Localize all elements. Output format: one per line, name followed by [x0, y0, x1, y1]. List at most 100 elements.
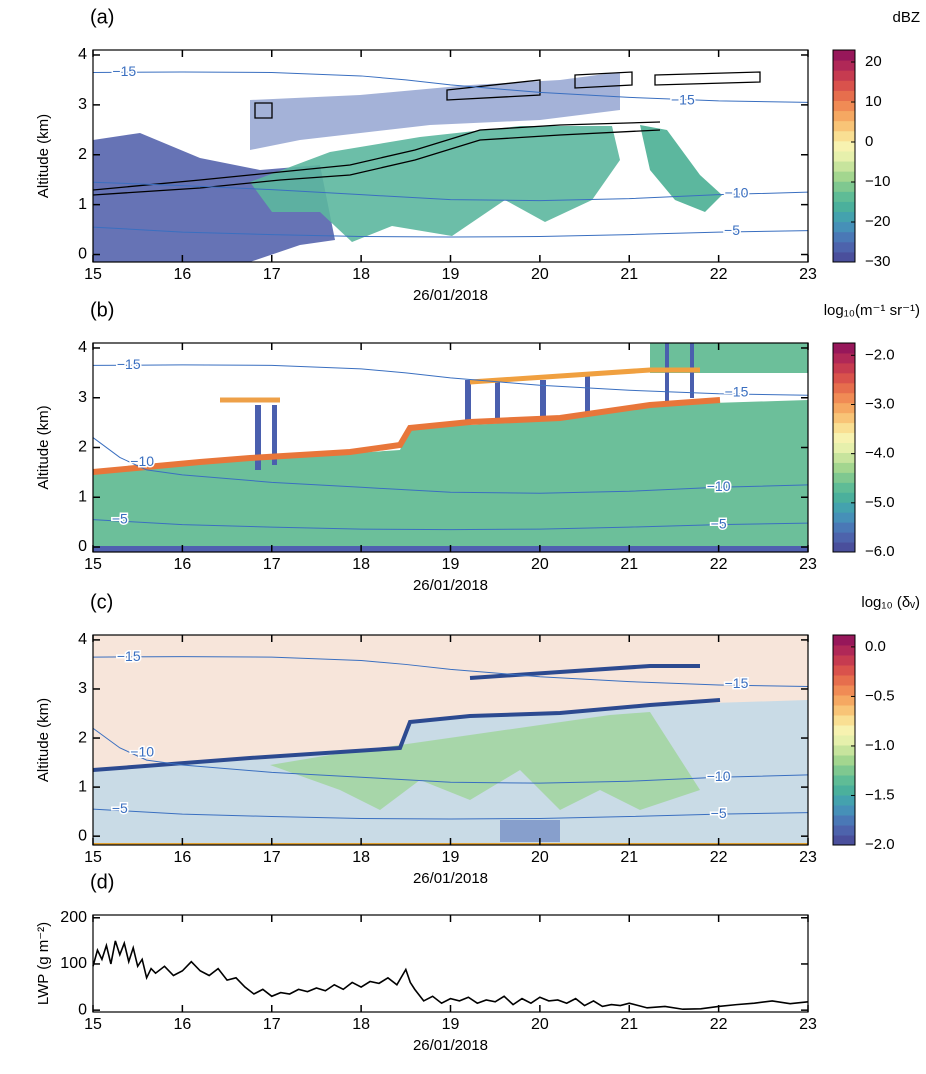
y-tick-label: 3 [78, 680, 87, 697]
colorbar-band [833, 343, 855, 354]
colorbar-tick-label: −4.0 [865, 445, 895, 462]
colorbar-band [833, 362, 855, 374]
y-axis-label: Altitude (km) [35, 114, 52, 198]
colorbar-band [833, 402, 855, 414]
colorbar-band [833, 805, 855, 816]
colorbar-band [833, 645, 855, 656]
y-tick-label: 2 [78, 439, 87, 456]
y-tick-label: 1 [78, 196, 87, 213]
colorbar-band [833, 140, 855, 152]
colorbar-band [833, 715, 855, 726]
lidar-field [92, 343, 808, 552]
x-tick-label: 22 [710, 1016, 728, 1033]
y-tick-label: 2 [78, 729, 87, 746]
colorbar-band [833, 80, 855, 91]
x-tick-label: 19 [442, 556, 460, 573]
y-tick-label: 1 [78, 488, 87, 505]
isotherm-label: −5 [112, 800, 128, 816]
colorbar-tick-label: −0.5 [865, 687, 895, 704]
colorbar-tick-label: −5.0 [865, 494, 895, 511]
x-tick-label: 23 [799, 266, 817, 283]
colorbar-band [833, 635, 855, 646]
lwp-line [92, 940, 809, 1011]
panel-label: (a) [90, 6, 114, 28]
x-tick-label: 18 [352, 849, 370, 866]
x-axis-label: 26/01/2018 [413, 1037, 488, 1054]
colorbar-tick-label: −1.0 [865, 737, 895, 754]
colorbar-band [833, 745, 855, 756]
colorbar-band [833, 110, 855, 122]
isotherm-label: −15 [671, 92, 695, 108]
x-tick-label: 21 [620, 556, 638, 573]
isotherm-label: −15 [725, 383, 749, 399]
colorbar-tick-label: −6.0 [865, 543, 895, 560]
colorbar-band [833, 665, 855, 676]
x-tick-label: 17 [263, 1016, 281, 1033]
colorbar-title: log₁₀ (δᵥ) [861, 594, 920, 611]
colorbar-band [833, 512, 855, 523]
colorbar-band [833, 221, 855, 233]
isotherm-label: −10 [130, 453, 154, 469]
x-tick-label: 16 [173, 1016, 191, 1033]
isotherm [92, 226, 809, 238]
colorbar-band [833, 50, 855, 61]
colorbar-band [833, 462, 855, 473]
y-tick-label: 100 [60, 955, 87, 972]
isotherm-label: −15 [112, 63, 136, 79]
colorbar-title: log₁₀(m⁻¹ sr⁻¹) [824, 302, 920, 319]
colorbar-band [833, 392, 855, 404]
x-tick-label: 19 [442, 849, 460, 866]
colorbar-band [833, 171, 855, 182]
x-tick-label: 21 [620, 1016, 638, 1033]
isotherm [92, 808, 809, 820]
colorbar-band [833, 352, 855, 364]
x-tick-label: 20 [531, 266, 549, 283]
x-tick-label: 20 [531, 556, 549, 573]
x-axis-label: 26/01/2018 [413, 577, 488, 594]
colorbar-band [833, 442, 855, 453]
y-tick-label: 200 [60, 909, 87, 926]
x-tick-label: 15 [84, 1016, 102, 1033]
colorbar-frame [832, 634, 856, 846]
colorbar-title: dBZ [892, 9, 920, 26]
y-tick-label: 0 [78, 1001, 87, 1018]
y-tick-label: 0 [78, 538, 87, 555]
x-tick-label: 17 [263, 556, 281, 573]
colorbar-band [833, 785, 855, 796]
colorbar-band [833, 815, 855, 826]
colorbar-band [833, 181, 855, 192]
panel-label: (d) [90, 871, 114, 893]
isotherm-label: −10 [707, 478, 731, 494]
y-axis-label: Altitude (km) [35, 405, 52, 489]
colorbar-band [833, 795, 855, 806]
colorbar-band [833, 90, 855, 101]
panel-label: (b) [90, 299, 114, 321]
x-tick-label: 16 [173, 556, 191, 573]
y-tick-label: 2 [78, 146, 87, 163]
colorbar-band [833, 765, 855, 776]
depol-field [92, 635, 808, 845]
y-tick-label: 0 [78, 246, 87, 263]
x-tick-label: 17 [263, 266, 281, 283]
isotherm [92, 519, 809, 531]
colorbar-tick-label: 20 [865, 53, 882, 70]
colorbar-band [833, 100, 855, 112]
colorbar-band [833, 432, 855, 444]
colorbar-band [833, 60, 855, 71]
colorbar-band [833, 452, 855, 463]
x-tick-label: 21 [620, 849, 638, 866]
colorbar-band [833, 482, 855, 493]
isotherm-label: −10 [725, 184, 749, 200]
y-tick-label: 4 [78, 46, 87, 63]
colorbar-tick-label: −2.0 [865, 836, 895, 853]
x-tick-label: 22 [710, 266, 728, 283]
colorbar-band [833, 472, 855, 483]
isotherm-label: −5 [711, 515, 727, 531]
colorbar-band [833, 372, 855, 384]
y-tick-label: 3 [78, 389, 87, 406]
colorbar-tick-label: −10 [865, 173, 890, 190]
y-axis-label: LWP (g m⁻²) [35, 922, 52, 1005]
x-axis-label: 26/01/2018 [413, 870, 488, 887]
isotherm [92, 364, 809, 396]
